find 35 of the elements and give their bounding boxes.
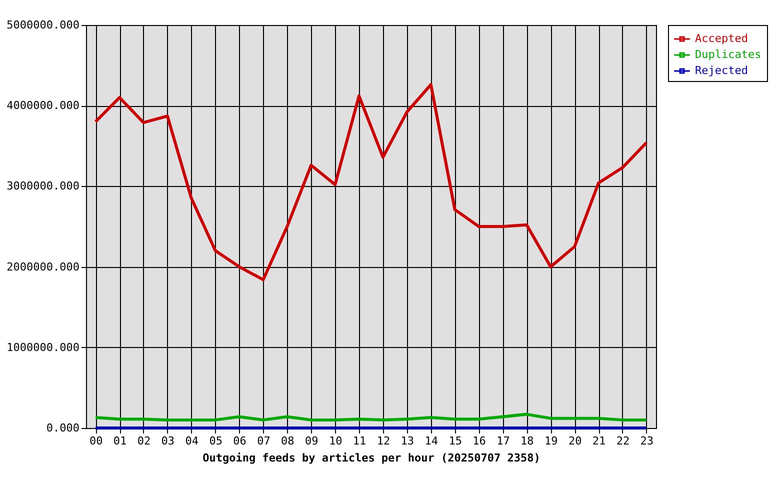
- x-axis-title: Outgoing feeds by articles per hour (20250707 2358): [202, 452, 540, 464]
- x-tick-label: 14: [424, 434, 438, 448]
- x-tick-label: 20: [568, 434, 582, 448]
- x-tick-label: 11: [352, 434, 366, 448]
- x-tick-label: 08: [281, 434, 294, 448]
- y-tick-label: 0.000: [46, 422, 80, 434]
- x-tick-label: 18: [520, 434, 534, 448]
- line-series: [94, 83, 648, 282]
- x-tick-label: 15: [448, 434, 462, 448]
- legend-label: Rejected: [695, 64, 748, 77]
- y-tick-label: 2000000.000: [6, 260, 80, 274]
- x-tick-label: 12: [376, 434, 390, 448]
- legend-label: Duplicates: [695, 48, 762, 61]
- y-tick-label: 4000000.000: [6, 99, 80, 112]
- x-tick-label: 01: [113, 434, 127, 448]
- x-tick-label: 10: [328, 434, 342, 448]
- x-tick-label: 04: [185, 434, 199, 448]
- x-tick-label: 00: [89, 434, 103, 448]
- x-tick-label: 22: [616, 434, 630, 448]
- x-tick-label: 13: [400, 434, 414, 448]
- x-tick-label: 16: [472, 434, 486, 448]
- x-tick-label: 09: [305, 434, 318, 448]
- x-tick-label: 03: [161, 434, 175, 448]
- x-tick-label: 19: [544, 434, 558, 448]
- x-tick-label: 07: [257, 434, 270, 448]
- y-tick-label: 3000000.000: [6, 180, 80, 193]
- y-tick-label: 1000000.000: [6, 340, 80, 354]
- x-tick-label: 02: [137, 434, 151, 448]
- x-tick-label: 06: [233, 434, 246, 448]
- legend-label: Accepted: [695, 32, 748, 45]
- x-tick-label: 23: [640, 434, 654, 448]
- y-tick-label: 5000000.000: [6, 18, 80, 32]
- x-tick-label: 05: [209, 434, 222, 448]
- x-tick-label: 17: [496, 434, 510, 448]
- x-tick-label: 21: [592, 434, 606, 448]
